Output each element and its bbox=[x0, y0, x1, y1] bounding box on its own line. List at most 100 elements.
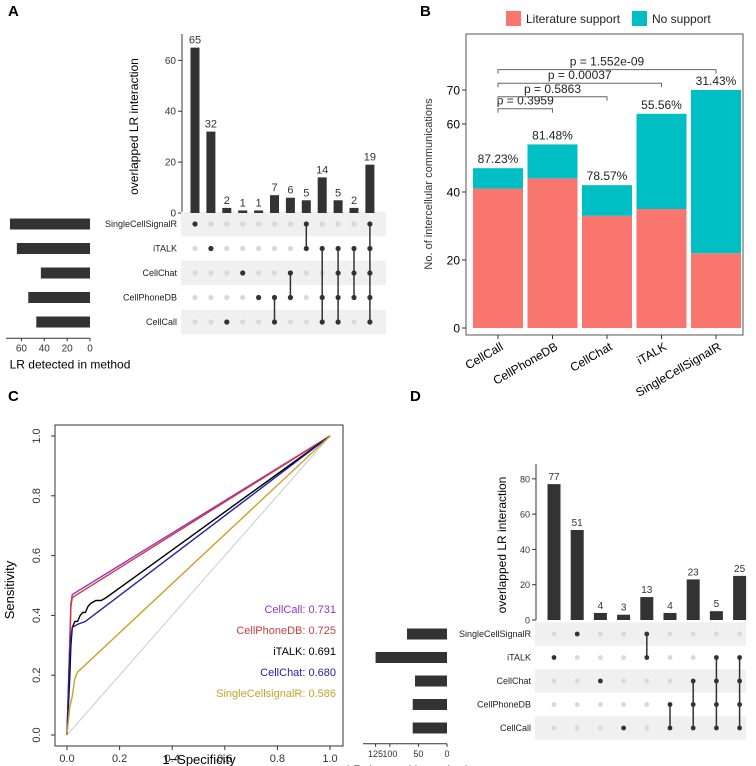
matrix-dot-inactive bbox=[574, 702, 580, 707]
set-size-bar bbox=[16, 243, 90, 254]
y-tick-label: 40 bbox=[520, 545, 530, 555]
matrix-dot-inactive bbox=[621, 678, 626, 684]
intersection-value-label: 77 bbox=[548, 472, 560, 483]
set-size-bar bbox=[412, 722, 447, 734]
matrix-dot-active bbox=[240, 270, 246, 276]
p-value-label: p = 0.5863 bbox=[524, 82, 581, 96]
matrix-stripe bbox=[535, 622, 746, 646]
legend-label-nosupport: No support bbox=[652, 12, 711, 26]
matrix-dot-inactive bbox=[574, 655, 580, 660]
intersection-value-label: 13 bbox=[641, 585, 653, 596]
matrix-dot-inactive bbox=[240, 221, 246, 227]
matrix-dot-inactive bbox=[256, 270, 262, 276]
intersection-value-label: 51 bbox=[572, 518, 584, 529]
matrix-dot-inactive bbox=[303, 319, 309, 325]
comparison-bracket bbox=[497, 108, 553, 113]
matrix-dot-inactive bbox=[551, 631, 557, 637]
matrix-dot-inactive bbox=[256, 221, 262, 227]
matrix-dot-inactive bbox=[351, 319, 357, 325]
literature-support-bar bbox=[691, 253, 741, 328]
set-size-tick-label: 100 bbox=[382, 749, 397, 759]
matrix-dot-inactive bbox=[598, 655, 603, 660]
intersection-bar bbox=[349, 207, 359, 213]
x-axis-title: 1−Specificity bbox=[162, 752, 236, 766]
y-axis-title: overlapped LR interaction bbox=[495, 477, 509, 614]
intersection-value-label: 4 bbox=[598, 601, 604, 612]
intersection-bar bbox=[301, 200, 311, 213]
y-tick-label: 70 bbox=[447, 84, 461, 98]
set-size-tick-label: 20 bbox=[62, 343, 74, 354]
legend-swatch-literature bbox=[506, 11, 521, 26]
intersection-value-label: 4 bbox=[667, 601, 673, 612]
x-tick-label: CellChat bbox=[568, 339, 615, 374]
matrix-dot-active bbox=[256, 294, 262, 301]
intersection-bar bbox=[733, 575, 747, 620]
set-size-bar bbox=[28, 292, 91, 303]
matrix-dot-inactive bbox=[271, 245, 278, 252]
matrix-dot-active bbox=[574, 631, 580, 637]
x-tick-label: 0.0 bbox=[59, 753, 74, 765]
literature-support-bar bbox=[473, 188, 523, 328]
auc-label-singlecellsignalr: SingleCellsignalR: 0.586 bbox=[216, 688, 336, 700]
matrix-dot-inactive bbox=[271, 221, 278, 227]
matrix-dot-inactive bbox=[287, 221, 293, 227]
matrix-dot-inactive bbox=[240, 294, 246, 301]
auc-label-cellchat: CellChat: 0.680 bbox=[260, 667, 336, 679]
roc-chart-c: 0.0 0.2 0.4 0.6 0.8 1.0 0.0 0.2 0.4 0.6 0.8 1.0 Sens… bbox=[2, 424, 344, 766]
intersection-bar bbox=[617, 614, 631, 620]
set-name-label: iTALK bbox=[153, 244, 177, 254]
matrix-dot-active bbox=[621, 725, 626, 731]
matrix-dot-inactive bbox=[598, 631, 603, 637]
y-tick-label: 80 bbox=[520, 474, 530, 484]
matrix-dot-inactive bbox=[621, 702, 626, 707]
y-tick-label: 0.0 bbox=[31, 727, 43, 742]
intersection-value-label: 5 bbox=[714, 599, 720, 610]
p-value-label: p = 1.552e-09 bbox=[570, 55, 645, 69]
chance-diagonal bbox=[66, 435, 331, 736]
matrix-dot-active bbox=[192, 221, 198, 227]
matrix-dot-inactive bbox=[644, 725, 650, 731]
y-tick-label: 0.4 bbox=[31, 608, 43, 623]
set-size-bar bbox=[412, 699, 447, 710]
matrix-dot-active bbox=[208, 245, 214, 252]
intersection-value-label: 25 bbox=[734, 564, 746, 575]
matrix-dot-inactive bbox=[690, 631, 696, 637]
panel-letter-c: C bbox=[8, 388, 19, 405]
matrix-dot-inactive bbox=[551, 678, 557, 684]
roc-curve-singlecellsignalr bbox=[66, 435, 331, 736]
matrix-dot-inactive bbox=[192, 319, 198, 325]
matrix-dot-inactive bbox=[208, 270, 214, 276]
intersection-bar bbox=[222, 207, 232, 213]
matrix-dot-inactive bbox=[208, 319, 214, 325]
matrix-dot-inactive bbox=[319, 221, 325, 227]
intersection-bar bbox=[686, 579, 700, 620]
y-tick-label: 40 bbox=[447, 186, 461, 200]
plot-frame bbox=[54, 424, 344, 747]
y-tick-label: 60 bbox=[165, 56, 177, 67]
matrix-dot-inactive bbox=[551, 702, 557, 707]
intersection-bar bbox=[254, 210, 264, 213]
set-size-tick-label: 50 bbox=[413, 749, 423, 759]
stacked-bar-chart-b: 0 20 40 60 70 No. of intercellular communicat… bbox=[423, 11, 744, 400]
set-name-label: SingleCellSignalR bbox=[105, 219, 178, 229]
literature-support-bar bbox=[527, 178, 578, 328]
set-size-tick-label: 0 bbox=[444, 749, 449, 759]
y-tick-label: 60 bbox=[520, 510, 530, 520]
set-size-tick-label: 60 bbox=[16, 343, 28, 354]
matrix-dot-inactive bbox=[287, 319, 293, 325]
set-size-bar bbox=[415, 675, 447, 687]
intersection-bar bbox=[285, 197, 295, 213]
matrix-dot-inactive bbox=[208, 294, 214, 301]
no-support-bar bbox=[527, 144, 578, 179]
no-support-bar bbox=[582, 185, 632, 216]
set-name-label: CellChat bbox=[142, 268, 177, 278]
y-tick-label: 0.8 bbox=[31, 488, 43, 503]
matrix-dot-inactive bbox=[287, 245, 293, 252]
matrix-dot-inactive bbox=[598, 702, 603, 707]
percent-label: 55.56% bbox=[641, 98, 682, 112]
matrix-dot-inactive bbox=[224, 221, 230, 227]
intersection-bar bbox=[593, 612, 607, 620]
matrix-dot-inactive bbox=[690, 655, 696, 660]
matrix-dot-inactive bbox=[667, 631, 673, 637]
matrix-dot-inactive bbox=[598, 725, 603, 731]
